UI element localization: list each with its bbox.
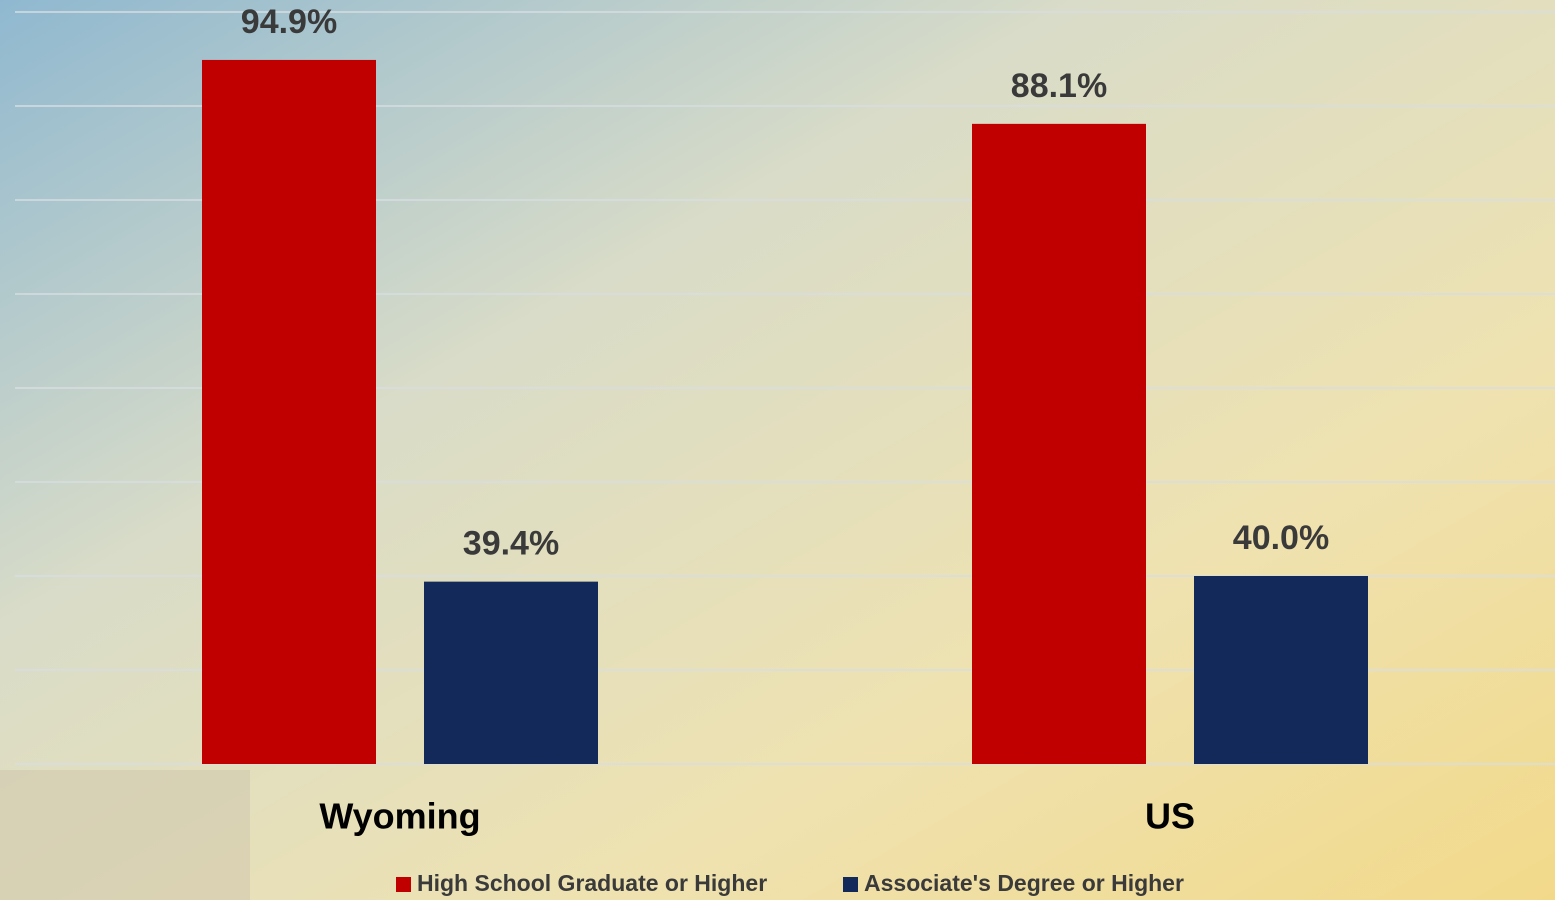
legend-label: High School Graduate or Higher [417, 870, 767, 896]
bar [1194, 576, 1368, 764]
legend-swatch [396, 877, 411, 892]
bar [424, 581, 598, 764]
legend-swatch [843, 877, 858, 892]
value-label: 94.9% [241, 3, 337, 41]
x-tick-label: Wyoming [319, 796, 480, 837]
x-tick-label: US [1145, 796, 1195, 837]
bar [202, 59, 376, 764]
building-backdrop [0, 770, 250, 900]
value-label: 40.0% [1233, 519, 1329, 557]
value-label: 39.4% [463, 525, 559, 563]
value-label: 88.1% [1011, 67, 1107, 105]
legend-label: Associate's Degree or Higher [864, 870, 1184, 896]
bar [972, 123, 1146, 765]
